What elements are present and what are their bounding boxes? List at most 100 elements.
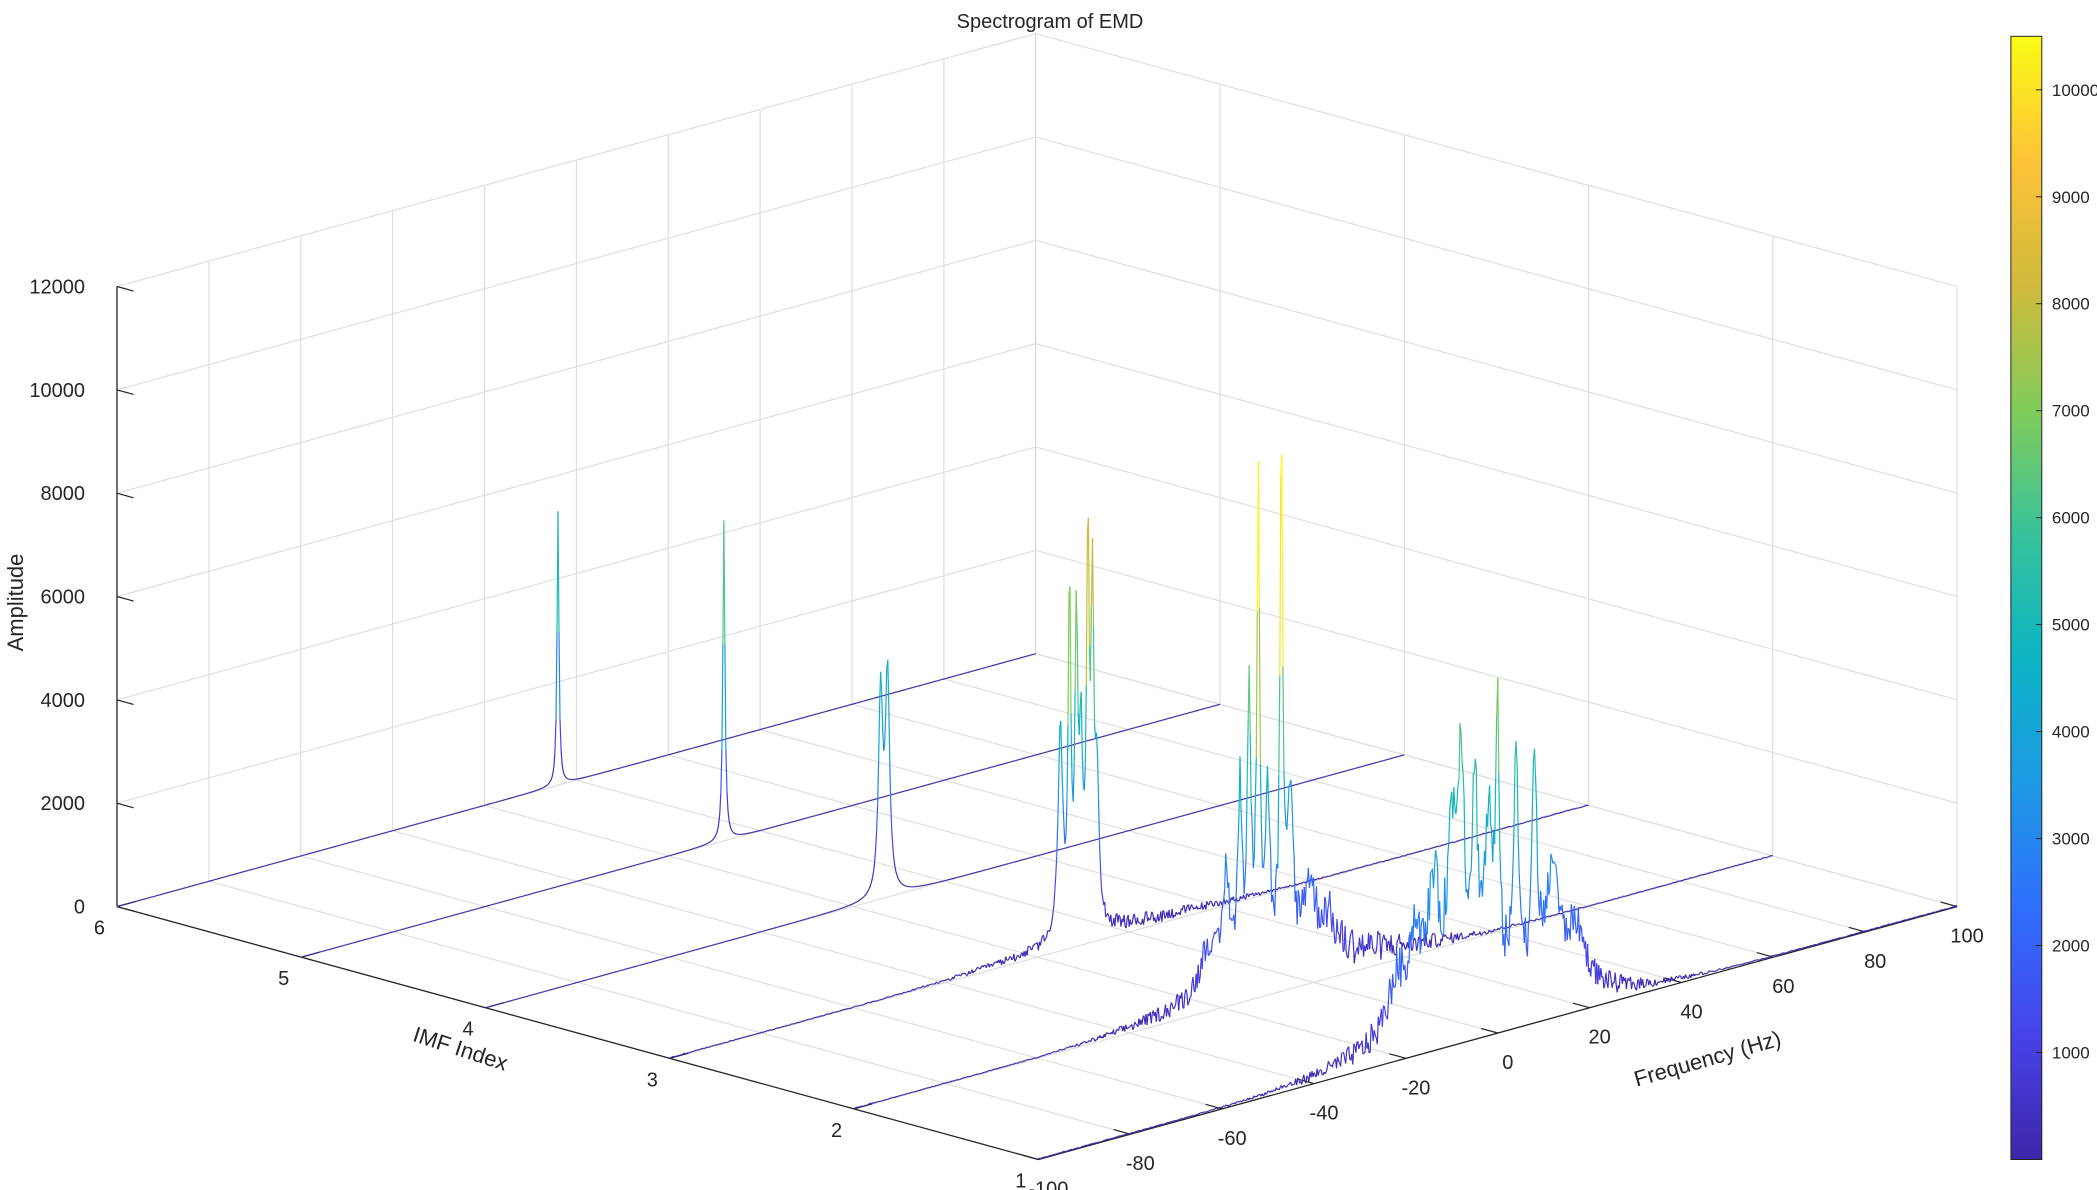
spectrum-segment <box>1338 872 1340 875</box>
x-tick-label: 60 <box>1772 976 1794 998</box>
spectrum-segment <box>1236 845 1239 871</box>
spectrum-segment <box>1217 1107 1220 1110</box>
spectrum-segment <box>1351 868 1354 871</box>
spectrum-segment <box>975 967 978 970</box>
spectrum-segment <box>1175 995 1178 1005</box>
spectrum-segment <box>1411 949 1413 952</box>
spectrum-segment <box>732 831 735 834</box>
spectrum-segment <box>563 773 566 777</box>
spectrum-segment <box>1494 929 1497 931</box>
spectrum-segment <box>1076 1043 1079 1046</box>
spectrum-segment <box>1045 937 1047 939</box>
spectrum-segment <box>888 1097 891 1100</box>
spectrum-segment <box>1325 1067 1328 1072</box>
spectrum-segment <box>1181 992 1184 1008</box>
spectrum-segment <box>1433 849 1437 870</box>
spectrum-segment <box>1057 777 1060 823</box>
spectrum-segment <box>1739 863 1742 866</box>
spectrum-segment <box>1384 860 1386 862</box>
spectrum-segment <box>1302 881 1305 883</box>
spectrum-segment <box>1226 867 1229 888</box>
grid-line <box>116 136 1036 391</box>
spectrum-segment <box>1059 1048 1062 1051</box>
spectrum-segment <box>1074 590 1077 691</box>
spectrum-segment <box>927 984 930 987</box>
spectrum-segment <box>1215 928 1219 933</box>
spectrum-segment <box>870 1001 873 1003</box>
spectrum-segment <box>922 1088 924 1091</box>
z-tick-label: 0 <box>74 897 85 919</box>
spectrum-segment <box>1169 916 1172 919</box>
spectrum-segment <box>1245 893 1248 900</box>
spectrum-segment <box>698 1049 700 1051</box>
spectrum-segment <box>1266 1090 1269 1094</box>
spectrum-segment <box>1374 1035 1377 1039</box>
spectrum-segment <box>1206 901 1209 905</box>
x-tick-label: 0 <box>1502 1052 1513 1074</box>
spectrum-segment <box>1375 862 1378 865</box>
spectrum-segment <box>1321 876 1324 879</box>
spectrum-segment <box>1062 1048 1064 1051</box>
spectrum-segment <box>1092 627 1096 723</box>
spectrum-segment <box>1024 1060 1026 1062</box>
spectrum-segment <box>1060 720 1063 764</box>
spectrum-segment <box>1348 936 1351 947</box>
spectrum-segment <box>947 978 951 981</box>
spectrum-segment <box>1432 869 1436 889</box>
spectrum-segment <box>1255 612 1258 759</box>
spectrum-segment <box>893 994 895 997</box>
spectrum-segment <box>1568 809 1571 811</box>
spectrum-segment <box>1014 959 1017 962</box>
spectrum-segment <box>899 1094 902 1097</box>
spectrum-segment <box>1190 904 1194 908</box>
spectrum-segment <box>1090 1037 1093 1042</box>
spectrum-segment <box>937 982 939 984</box>
spectrum-segment <box>855 901 858 903</box>
spectrum-segment <box>1089 605 1092 681</box>
spectrum-segment <box>1174 1003 1177 1008</box>
spectrum-segment <box>1344 925 1347 951</box>
grid-line <box>851 703 1774 958</box>
spectrum-segment <box>1069 586 1072 715</box>
spectrum-segment <box>854 1106 857 1109</box>
spectrum-segment <box>1253 801 1256 857</box>
spectrum-segment <box>1183 993 1186 1009</box>
z-tick-label: 4000 <box>41 690 86 712</box>
spectrum-segment <box>1536 918 1539 921</box>
spectrum-segment <box>1287 885 1290 888</box>
spectrum-segment <box>995 1068 998 1070</box>
grid-line <box>1035 33 1958 288</box>
spectrum-segment <box>916 987 919 989</box>
spectrum-segment <box>1406 960 1409 979</box>
spectrum-segment <box>890 1097 893 1099</box>
spectrum-segment <box>891 831 894 848</box>
spectrum-segment <box>1413 937 1417 941</box>
spectrum-segment <box>714 835 717 838</box>
spectrum-segment <box>1534 818 1536 821</box>
spectrum-segment <box>1017 954 1020 957</box>
spectrum-segment <box>1342 871 1345 874</box>
spectrum-segment <box>1087 1144 1089 1146</box>
spectrum-segment <box>1761 857 1764 860</box>
spectrum-segment <box>1044 1053 1047 1056</box>
y-tick-mark <box>669 1052 689 1059</box>
spectrum-segment <box>868 885 871 889</box>
spectrum-segment <box>1241 837 1244 858</box>
spectrum-segment <box>1638 891 1641 893</box>
spectrum-segment <box>1352 1044 1355 1065</box>
spectrum-segment <box>1049 927 1052 932</box>
spectrum-segment <box>1452 841 1455 844</box>
spectrum-segment <box>1398 856 1400 859</box>
spectrum-segment <box>986 1070 989 1073</box>
spectrum-segment <box>1336 1056 1340 1061</box>
spectrum-segment <box>1000 1066 1003 1069</box>
spectrum-segment <box>719 793 722 814</box>
spectrum-segment <box>1670 882 1673 885</box>
spectrum-segment <box>935 1084 938 1087</box>
series-imf-6 <box>116 511 1036 908</box>
spectrum-segment <box>913 988 916 991</box>
spectrum-segment <box>1326 909 1329 927</box>
spectrum-segment <box>1303 1074 1306 1081</box>
spectrum-segment <box>887 1098 890 1100</box>
spectrum-segment <box>878 705 881 762</box>
